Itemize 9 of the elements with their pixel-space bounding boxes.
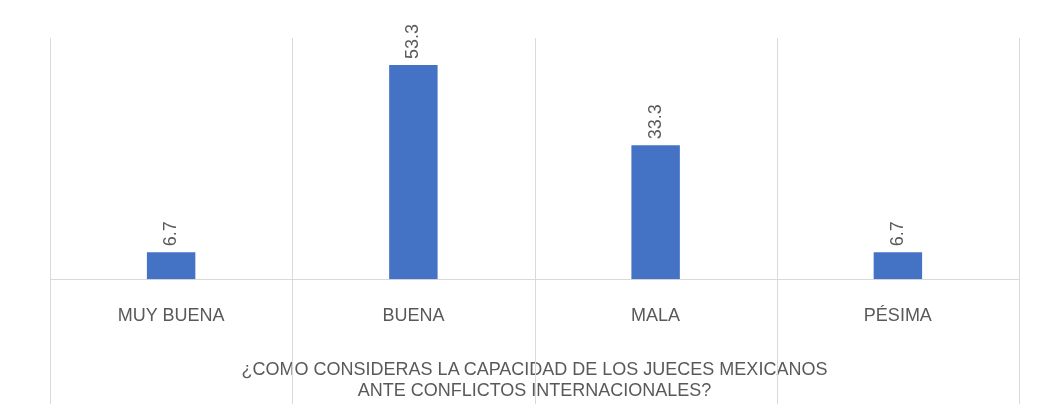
- x-tick-label: PÉSIMA: [863, 304, 932, 325]
- data-label: 6.7: [160, 221, 181, 247]
- data-label: 53.3: [402, 23, 423, 59]
- x-tick-label: MUY BUENA: [117, 304, 225, 325]
- x-tick-label: MALA: [631, 304, 681, 325]
- x-tick-label: BUENA: [382, 304, 445, 325]
- data-label: 33.3: [644, 104, 665, 140]
- data-label: 6.7: [886, 221, 907, 247]
- x-axis-title: ¿COMO CONSIDERAS LA CAPACIDAD DE LOS JUECES MEXICANOS ANTE CONFLICTOS INTERNACIONALES?: [241, 358, 828, 401]
